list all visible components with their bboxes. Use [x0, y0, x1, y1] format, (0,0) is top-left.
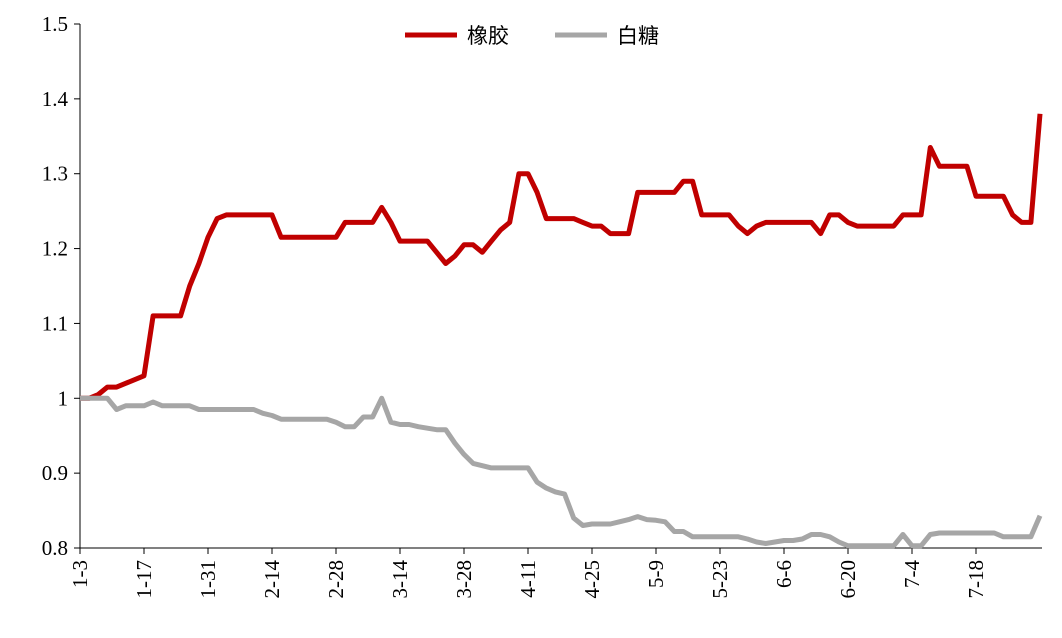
x-tick-label: 2-28 [324, 560, 348, 599]
x-tick-label: 6-20 [836, 560, 860, 599]
x-tick-label: 2-14 [260, 560, 284, 599]
x-tick-label: 6-6 [772, 560, 796, 588]
y-tick-label: 1.3 [42, 162, 68, 186]
x-tick-label: 5-23 [708, 560, 732, 599]
x-tick-label: 4-25 [580, 560, 604, 599]
legend-label: 橡胶 [467, 24, 509, 48]
series-line [80, 113, 1043, 401]
y-tick-label: 1.1 [42, 311, 68, 335]
x-tick-label: 7-18 [964, 560, 988, 599]
y-tick-label: 1.2 [42, 237, 68, 261]
y-tick-label: 1.5 [42, 12, 68, 36]
x-tick-label: 1-17 [132, 560, 156, 599]
x-tick-label: 1-3 [68, 560, 92, 588]
x-tick-label: 3-28 [452, 560, 476, 599]
y-tick-label: 1.4 [42, 87, 69, 111]
series-line [80, 395, 1043, 549]
x-tick-label: 3-14 [388, 560, 412, 599]
y-tick-label: 0.8 [42, 536, 68, 560]
y-tick-label: 1 [58, 386, 69, 410]
x-tick-label: 1-31 [196, 560, 220, 599]
legend-label: 白糖 [617, 24, 659, 48]
x-tick-label: 5-9 [644, 560, 668, 588]
x-tick-label: 4-11 [516, 560, 540, 598]
y-tick-label: 0.9 [42, 461, 68, 485]
x-tick-label: 7-4 [900, 560, 924, 588]
